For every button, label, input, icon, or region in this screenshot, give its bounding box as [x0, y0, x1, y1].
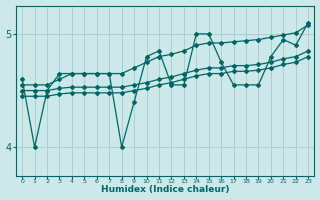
X-axis label: Humidex (Indice chaleur): Humidex (Indice chaleur)	[101, 185, 229, 194]
